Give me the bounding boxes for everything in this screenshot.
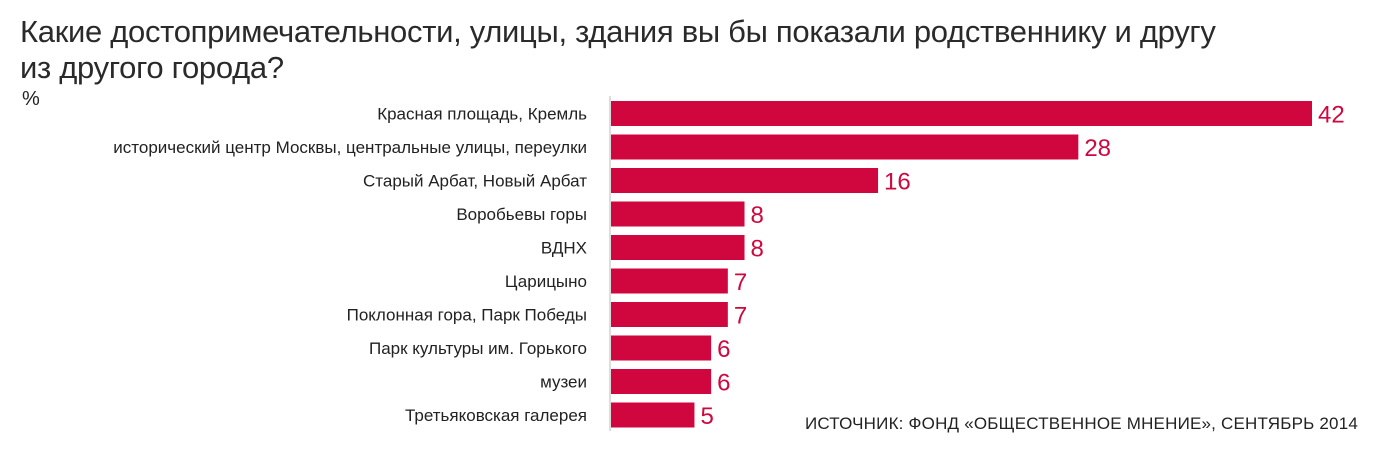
category-label: Парк культуры им. Горького [369,339,587,358]
value-label: 7 [734,269,747,296]
category-label: Царицыно [505,272,587,291]
value-label: 5 [700,403,713,430]
category-label: исторический центр Москвы, центральные у… [113,138,587,157]
value-label: 6 [717,336,730,363]
bar [611,134,1079,160]
bar [611,168,879,193]
value-label: 16 [884,169,911,196]
category-label: ВДНХ [541,239,587,258]
bar [611,369,712,394]
category-label: Третьяковская галерея [405,406,587,425]
bar [611,235,745,260]
value-label: 42 [1318,102,1345,129]
category-label: Старый Арбат, Новый Арбат [363,172,587,191]
unit-label: % [22,88,40,110]
bar [611,302,728,327]
bar [611,402,695,428]
value-label: 7 [734,303,747,330]
category-label: Воробьевы горы [456,205,587,224]
value-label: 6 [717,370,730,397]
bar [611,335,712,361]
bar [611,201,745,227]
category-label: музеи [540,373,587,392]
category-label: Красная площадь, Кремль [377,105,587,124]
value-label: 8 [751,202,764,229]
value-label: 8 [751,236,764,263]
chart-title: Какие достопримечательности, улицы, здан… [20,14,1216,85]
source-note: ИСТОЧНИК: ФОНД «ОБЩЕСТВЕННОЕ МНЕНИЕ», СЕ… [804,414,1358,433]
category-label: Поклонная гора, Парк Победы [347,306,587,325]
bar [611,268,728,294]
value-label: 28 [1084,135,1111,162]
bar [611,101,1312,126]
